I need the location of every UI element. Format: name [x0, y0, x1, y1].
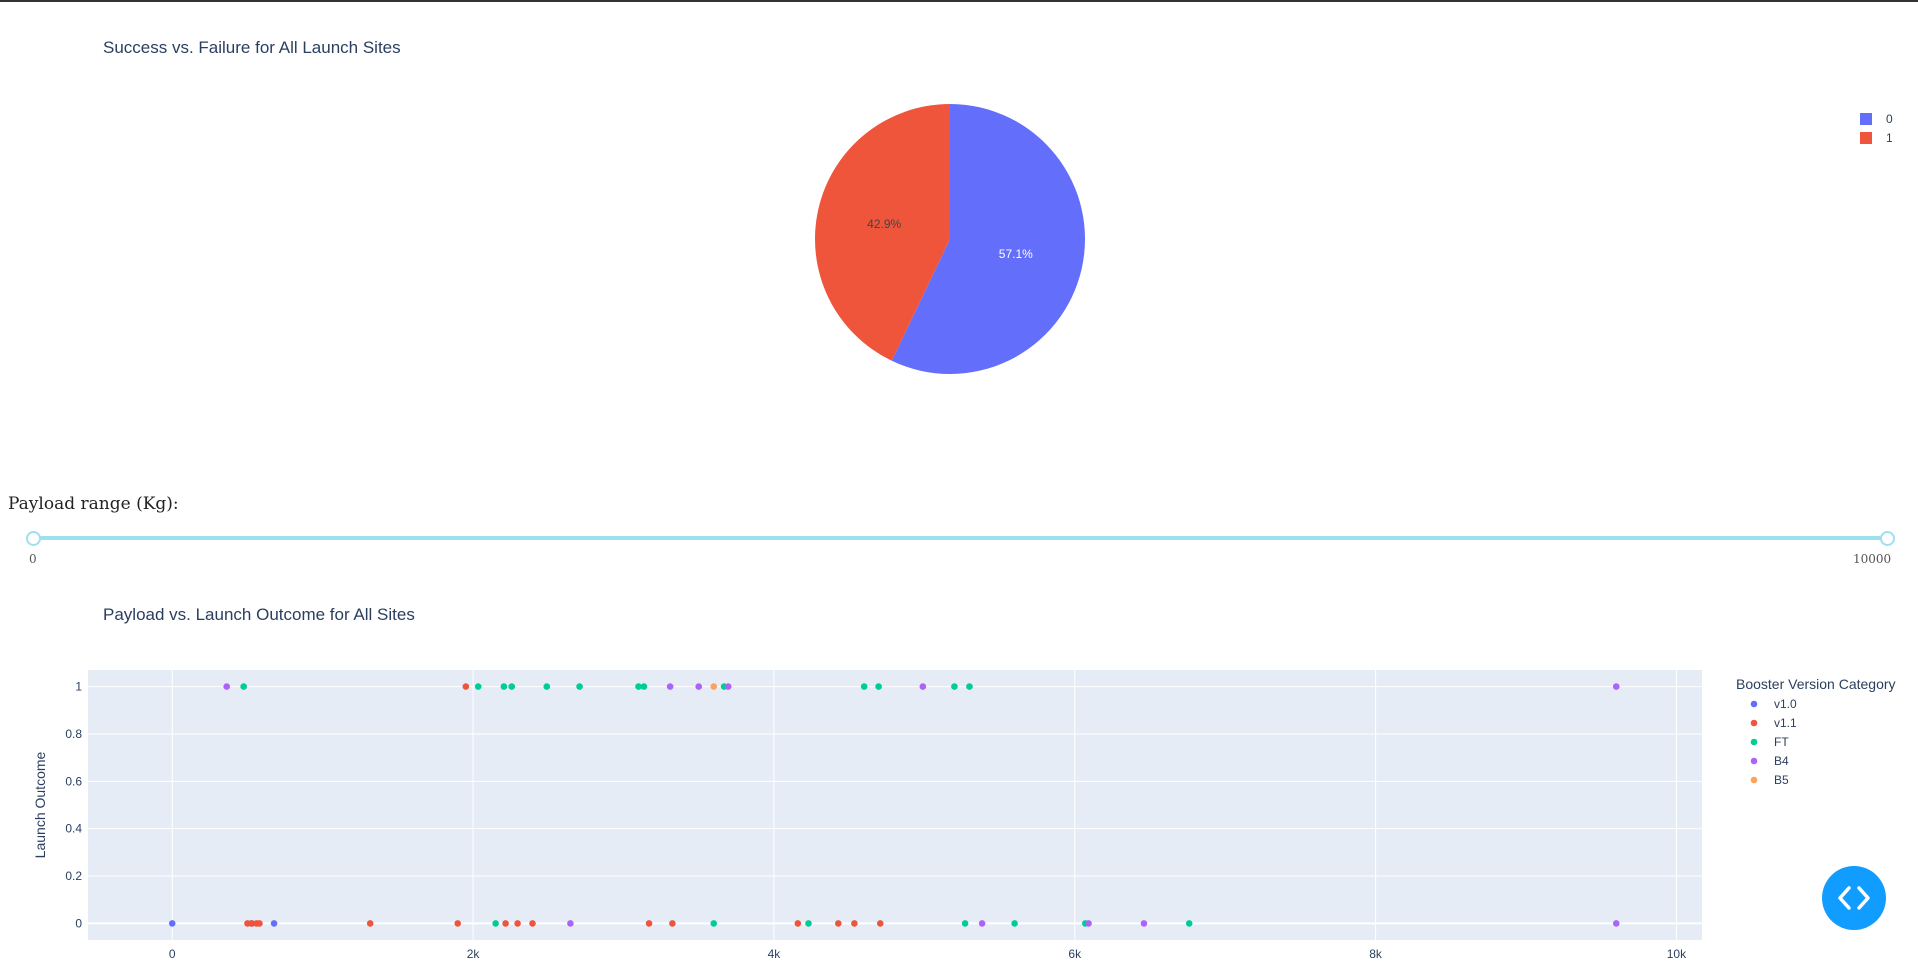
scatter-legend-label-FT: FT: [1774, 735, 1789, 749]
pie-slice-1: [815, 104, 950, 361]
pie-chart: 57.1% 42.9%: [815, 104, 1085, 375]
scatter-point-v1.0: [168, 920, 176, 927]
scatter-point-FT: [875, 683, 882, 690]
scatter-plot-area: [88, 670, 1702, 940]
scatter-point-FT: [508, 683, 516, 690]
pie-legend-label-1: 1: [1886, 131, 1893, 145]
scatter-point-FT: [860, 683, 868, 690]
x-tick-label: 0: [169, 947, 176, 961]
pie-legend-item-1[interactable]: 1: [1860, 131, 1893, 145]
scatter-point-FT: [543, 683, 551, 690]
scatter-point-v1.1: [366, 920, 374, 927]
pie-chart-title: Success vs. Failure for All Launch Sites: [103, 38, 401, 57]
scatter-point-B4: [1612, 920, 1620, 927]
scatter-point-v1.1: [529, 920, 536, 927]
scatter-point-B4: [1085, 920, 1092, 927]
scatter-point-v1.1: [454, 920, 462, 927]
scatter-point-B4: [666, 683, 674, 690]
y-tick-label: 0.4: [65, 822, 82, 836]
scatter-point-FT: [635, 683, 642, 690]
scatter-point-FT: [805, 920, 812, 927]
payload-range-track[interactable]: [33, 536, 1888, 540]
scatter-point-v1.1: [256, 920, 263, 927]
scatter-point-B4: [978, 920, 986, 927]
scatter-legend-label-B5: B5: [1774, 773, 1789, 787]
scatter-point-v1.1: [462, 683, 470, 690]
scatter-point-B4: [567, 920, 574, 927]
legend-swatch-0: [1860, 113, 1872, 125]
pie-slice-0: [891, 104, 1085, 375]
scatter-legend-marker-v1.1: [1750, 719, 1758, 727]
scatter-point-B4: [919, 683, 927, 690]
payload-range-max-mark: 10000: [1853, 552, 1892, 566]
scatter-legend-marker-FT: [1750, 738, 1758, 746]
scatter-point-FT: [966, 683, 973, 690]
scatter-point-FT: [961, 920, 969, 927]
y-axis-label: Launch Outcome: [32, 751, 48, 858]
x-tick-label: 6k: [1068, 947, 1082, 961]
scatter-legend-title: Booster Version Category: [1736, 676, 1896, 692]
scatter-point-FT: [474, 683, 482, 690]
scatter-point-v1.0: [270, 920, 278, 927]
scatter-point-v1.1: [851, 920, 858, 927]
scatter-point-v1.1: [834, 920, 842, 927]
scatter-point-B4: [1612, 683, 1620, 690]
x-tick-label: 10k: [1667, 947, 1687, 961]
scatter-point-v1.1: [794, 920, 802, 927]
code-toggle-button[interactable]: [1822, 866, 1886, 930]
scatter-legend-label-B4: B4: [1774, 754, 1789, 768]
scatter-point-B4: [1140, 920, 1148, 927]
scatter-legend-label-v1.0: v1.0: [1774, 697, 1797, 711]
y-tick-label: 1: [75, 680, 82, 694]
scatter-point-B4: [724, 683, 732, 690]
pie-slice-label-1: 42.9%: [867, 217, 901, 231]
x-tick-label: 8k: [1369, 947, 1383, 961]
scatter-point-B4: [223, 683, 230, 690]
scatter-point-FT: [500, 683, 508, 690]
scatter-legend-marker-v1.0: [1750, 700, 1758, 708]
pie-legend-item-0[interactable]: 0: [1860, 112, 1893, 126]
payload-range-max-handle[interactable]: [1880, 531, 1895, 546]
scatter-point-FT: [576, 683, 583, 690]
scatter-point-v1.1: [876, 920, 884, 927]
scatter-point-FT: [240, 683, 247, 690]
scatter-point-FT: [1011, 920, 1018, 927]
scatter-point-v1.1: [645, 920, 653, 927]
scatter-legend-marker-B5: [1750, 776, 1758, 784]
x-tick-label: 4k: [768, 947, 782, 961]
scatter-point-v1.1: [669, 920, 676, 927]
scatter-point-B4: [695, 683, 703, 690]
scatter-legend-marker-B4: [1750, 757, 1758, 765]
payload-range-min-mark: 0: [29, 552, 37, 566]
x-tick-label: 2k: [467, 947, 481, 961]
y-tick-label: 0.2: [65, 869, 82, 883]
code-icon: [1838, 886, 1870, 910]
scatter-point-v1.1: [502, 920, 509, 927]
scatter-point-FT: [1185, 920, 1193, 927]
y-tick-label: 0.8: [65, 727, 82, 741]
y-tick-label: 0: [75, 916, 82, 930]
pie-slice-label-0: 57.1%: [999, 247, 1033, 261]
scatter-point-FT: [710, 920, 718, 927]
y-tick-label: 0.6: [65, 774, 82, 788]
payload-range-label: Payload range (Kg):: [8, 494, 179, 514]
top-border: [0, 0, 1918, 2]
scatter-point-v1.1: [514, 920, 521, 927]
scatter-chart-title: Payload vs. Launch Outcome for All Sites: [103, 605, 415, 624]
scatter-legend-label-v1.1: v1.1: [1774, 716, 1797, 730]
scatter-point-v1.1: [244, 920, 251, 927]
scatter-point-FT: [951, 683, 958, 690]
scatter-point-B5: [710, 683, 718, 690]
payload-range-min-handle[interactable]: [26, 531, 41, 546]
scatter-point-FT: [640, 683, 648, 690]
scatter-point-v1.1: [248, 920, 256, 927]
legend-swatch-1: [1860, 132, 1872, 144]
pie-legend-label-0: 0: [1886, 112, 1893, 126]
scatter-point-FT: [492, 920, 499, 927]
